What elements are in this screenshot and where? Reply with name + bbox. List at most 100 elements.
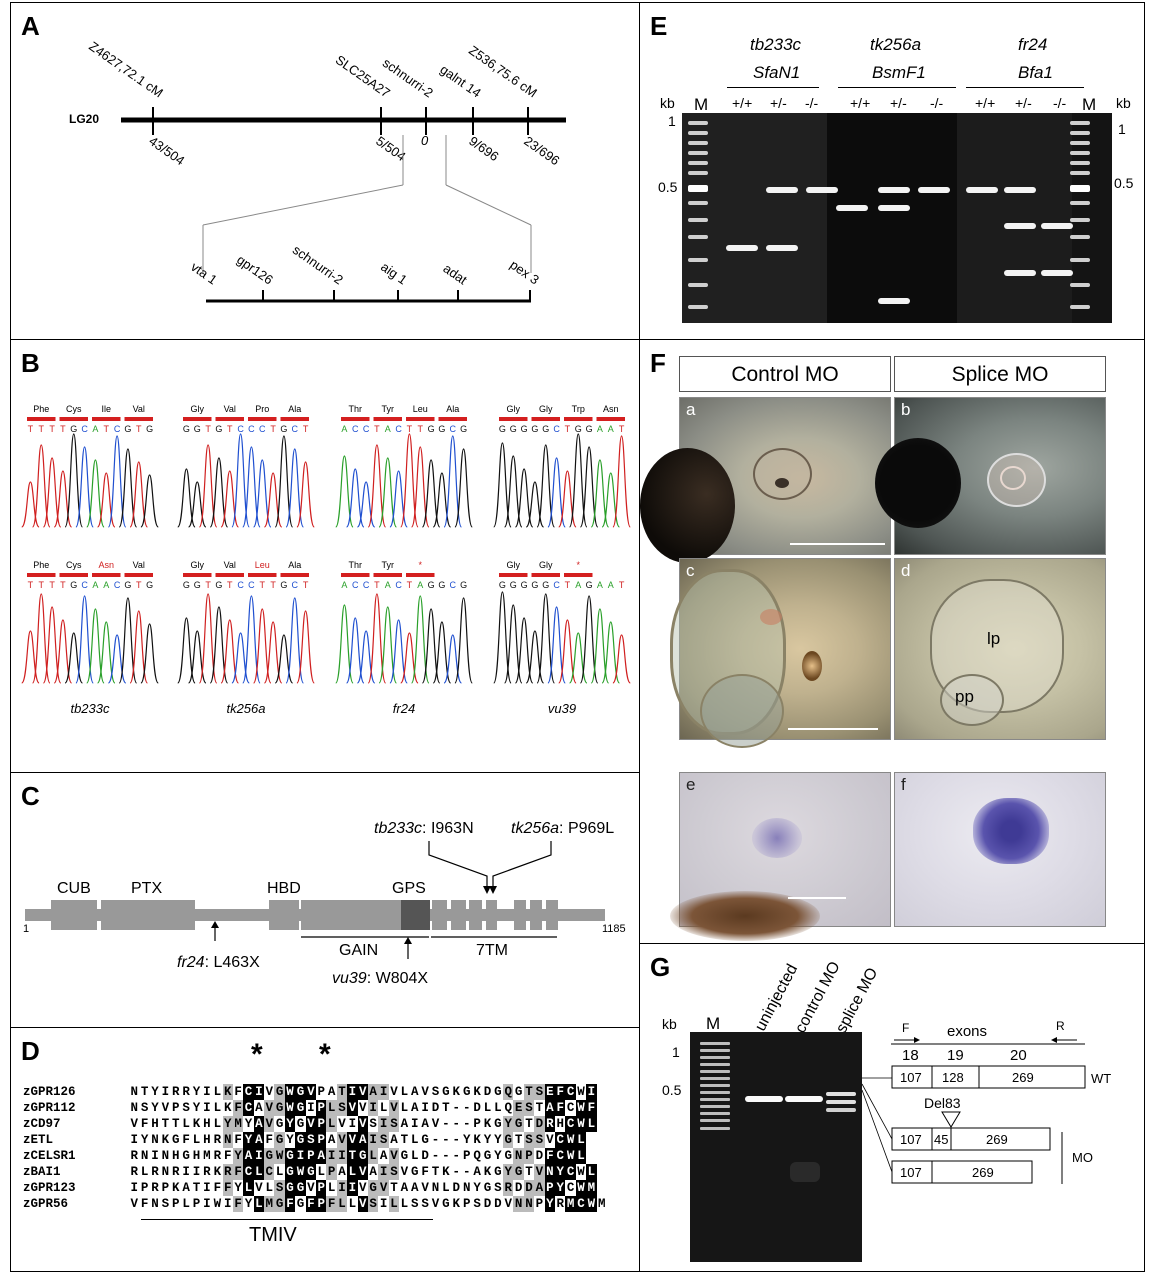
start-pos: 1 [23, 923, 29, 935]
trace-peak [252, 459, 272, 528]
trace-peak [345, 468, 365, 528]
trace-peak [503, 455, 523, 528]
svg-text:45: 45 [934, 1132, 948, 1147]
trace-peak [42, 606, 62, 684]
gel-band [878, 298, 910, 304]
gel-band [878, 187, 910, 193]
sequence-name: zGPR112 [23, 1101, 76, 1115]
base-letter: C [81, 580, 88, 590]
allele-3: fr24 [1018, 35, 1048, 54]
codon-label: Ala [446, 404, 459, 414]
codon-bar [27, 573, 56, 577]
alignment-row: zGPR112 N S Y V P S Y I L K F C A V G W G I P L S V V I L V L A I D T - -… [23, 1100, 597, 1116]
codon-bar [406, 573, 435, 577]
base-letter: G [531, 580, 538, 590]
base-letter: C [450, 424, 457, 434]
base-letter: C [395, 580, 402, 590]
base-letter: G [194, 424, 201, 434]
trace-peak [612, 634, 631, 684]
ladder-band [688, 218, 708, 222]
codon-label: Gly [539, 560, 553, 570]
svg-text:269: 269 [972, 1165, 994, 1180]
codon-bar [92, 573, 121, 577]
genotype-label: +/- [770, 95, 787, 111]
base-letter: G [146, 580, 153, 590]
sequence-name: zGPR123 [23, 1181, 76, 1195]
ladder-band [700, 1063, 730, 1066]
trace-peak [345, 617, 365, 684]
trace-peak [378, 606, 398, 684]
recomb-1: 43/504 [146, 133, 187, 168]
codon-label: Cys [66, 560, 82, 570]
gel-band [1004, 187, 1036, 193]
codon-bar [406, 417, 435, 421]
base-letter: G [542, 580, 549, 590]
trace-peak [421, 459, 441, 528]
base-letter: T [227, 580, 233, 590]
trace-peak [514, 468, 534, 528]
sequence-name: zCD97 [23, 1117, 61, 1131]
codon-label: Val [133, 560, 145, 570]
codon-bar [215, 573, 244, 577]
ladder-band [688, 161, 708, 165]
trace-peak [579, 595, 599, 684]
base-letter: G [586, 580, 593, 590]
sub-d: d [901, 561, 911, 580]
codon-bar [596, 417, 625, 421]
trace-peak [231, 433, 250, 528]
gene-aig1: aig 1 [378, 259, 410, 287]
trace-peak [198, 444, 218, 528]
trace-peak [220, 619, 240, 684]
trace-peak [432, 621, 452, 684]
codon-bar [564, 417, 593, 421]
primer-r: R [1056, 1019, 1065, 1033]
marker-z4627: Z4627,72.1 cM [86, 38, 166, 100]
ladder-band [700, 1105, 730, 1108]
ladder-band [688, 171, 708, 175]
codon-bar [124, 417, 153, 421]
ladder-band [688, 258, 708, 262]
trace-peak [601, 621, 621, 684]
base-letter: C [81, 424, 88, 434]
gel-band [918, 187, 950, 193]
base-letter: T [418, 424, 424, 434]
protein-domain-diagram: CUB PTX HBD GPS 1 1185 GAIN 7TM tb233c: … [23, 820, 626, 987]
ladder-band [688, 151, 708, 155]
ladder-band [1070, 151, 1090, 155]
base-letter: C [259, 424, 266, 434]
trace-peak [443, 435, 463, 528]
ladder-band [700, 1091, 730, 1094]
recomb-4: 9/696 [466, 133, 501, 164]
base-letter: G [215, 424, 222, 434]
gel-band [785, 1096, 823, 1102]
trace-peak [285, 597, 305, 684]
codon-label: Asn [98, 560, 114, 570]
allele-label: vu39 [548, 701, 576, 716]
sub-e: e [686, 775, 696, 794]
ladder-band [700, 1084, 730, 1087]
trace-peak [31, 593, 51, 684]
panel-f: F Control MO Splice MO a b c lp pp d e [639, 339, 1145, 944]
trace-peak [296, 461, 315, 528]
base-letter: C [248, 424, 255, 434]
svg-text:269: 269 [1012, 1070, 1034, 1085]
allele-1: tb233c [750, 35, 802, 54]
base-letter: G [70, 424, 77, 434]
gps-domain [401, 900, 430, 930]
trace-peak [118, 597, 138, 684]
base-letter: T [28, 580, 34, 590]
ladder-band [1070, 185, 1090, 192]
codon-label: Gly [507, 560, 521, 570]
codon-bar [341, 417, 370, 421]
gene-gpr126: gpr126 [234, 252, 276, 288]
panel-c-label: C [21, 781, 40, 811]
sequence-name: zBAI1 [23, 1165, 61, 1179]
panel-c: C CUB PTX HBD GPS 1 1185 GAIN 7TM tb233c… [10, 772, 640, 1028]
base-letter: G [586, 424, 593, 434]
ladder-band [688, 283, 708, 287]
codon-label: Ala [288, 560, 301, 570]
gel-band [826, 1108, 856, 1112]
codon-label: Gly [191, 560, 205, 570]
gel-band [726, 245, 758, 251]
g-tick-1: 1 [672, 1044, 680, 1060]
